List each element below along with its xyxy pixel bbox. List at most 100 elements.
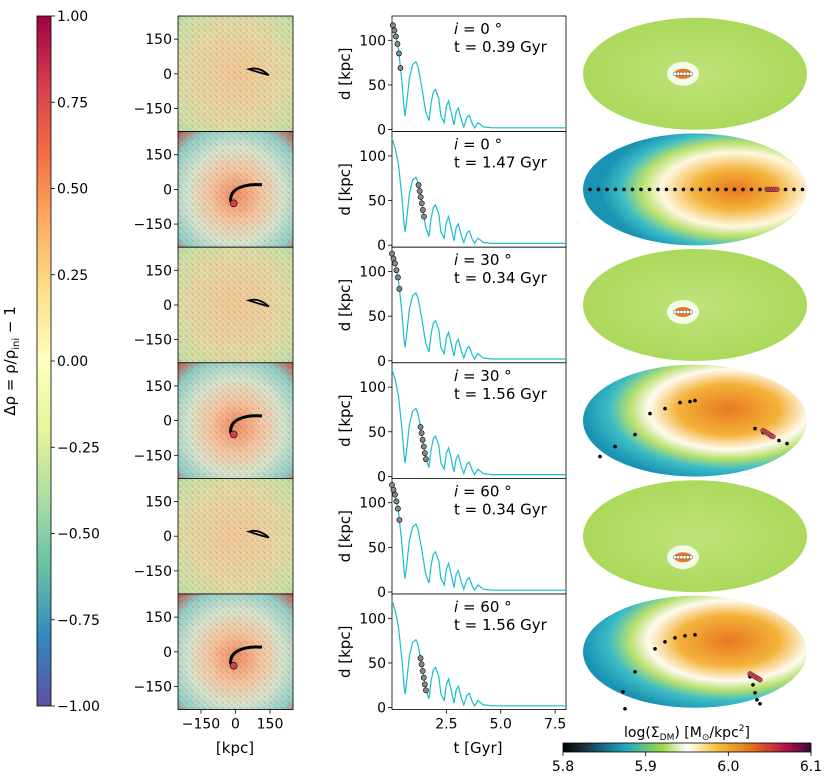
- sky-stream-point: [785, 441, 789, 446]
- inclination-symbol: i: [454, 367, 459, 385]
- orbit-y-tick-label: 50: [368, 78, 386, 94]
- inclination-value: = 30 °: [458, 367, 511, 385]
- inclination-symbol: i: [454, 482, 459, 500]
- snapshot-marker: [416, 188, 423, 194]
- orbit-y-tick-label: 0: [377, 585, 386, 601]
- orbit-panel: 100 50 0 d [kpc] i = 30 °t = 1.56 Gyr: [336, 362, 567, 485]
- snapshot-marker: [423, 456, 429, 463]
- sky-stream-point: [698, 187, 703, 192]
- orbit-y-axis-label: d [kpc]: [336, 48, 354, 100]
- map-y-tick-label: 150: [145, 379, 172, 395]
- snapshot-marker: [417, 194, 424, 200]
- snapshot-marker: [421, 213, 427, 220]
- inclination-value: = 60 °: [458, 598, 511, 616]
- density-map-panel: 150 0 −150: [134, 362, 294, 479]
- orbit-distance-line: [391, 369, 566, 476]
- sky-stream-point: [656, 187, 660, 192]
- inclination-label: i = 30 °: [454, 251, 512, 269]
- snapshot-marker: [419, 436, 426, 443]
- density-colorbar-ticks: 1.00 0.75 0.50 0.25 0.00 −0.25 −0.50 −0.75 −1.00: [51, 9, 100, 715]
- map-y-tick-label: −150: [134, 679, 172, 695]
- orbit-y-tick-label: 100: [359, 496, 386, 512]
- sky-satellite-marker: [757, 677, 763, 683]
- sky-stream-point: [639, 187, 643, 192]
- inclination-label: i = 30 °: [454, 367, 512, 385]
- orbit-y-tick-label: 0: [377, 123, 386, 139]
- density-map-panel: 150 0 −150: [134, 593, 294, 710]
- orbit-distance-line: [391, 137, 566, 245]
- snapshot-time-label: t = 0.34 Gyr: [454, 269, 548, 287]
- dm-colorbar-tick-label: 6.0: [717, 759, 739, 775]
- snapshot-marker: [419, 668, 426, 674]
- density-map-panel: 150 0 −150: [134, 246, 294, 364]
- sky-stream-point: [622, 187, 626, 192]
- dm-colorbar-tick-label: 5.9: [635, 759, 657, 775]
- orbit-y-tick-label: 50: [368, 309, 386, 325]
- snapshot-marker: [420, 443, 427, 450]
- orbit-y-tick-label: 100: [359, 265, 386, 281]
- satellite-core: [229, 199, 238, 208]
- inclination-symbol: i: [454, 136, 459, 154]
- sky-satellite-marker: [770, 433, 776, 440]
- orbit-panel-frame: [391, 131, 567, 248]
- orbit-y-tick-label: 0: [377, 701, 386, 717]
- orbit-distance-line: [391, 600, 566, 707]
- snapshot-marker: [420, 674, 427, 681]
- satellite-stream: [245, 529, 270, 539]
- sky-stream-point: [688, 71, 694, 76]
- inclination-symbol: i: [454, 251, 459, 269]
- inclination-label: i = 60 °: [454, 482, 512, 500]
- snapshot-marker: [396, 285, 403, 292]
- map-x-axis-label: [kpc]: [216, 739, 254, 757]
- orbit-y-tick-label: 50: [368, 540, 386, 556]
- sky-stream-point: [753, 691, 757, 695]
- orbit-distance-line: [391, 22, 566, 129]
- orbit-y-axis-label: d [kpc]: [336, 626, 354, 678]
- orbit-y-tick-label: 50: [368, 425, 386, 441]
- density-map-noise: [178, 16, 293, 132]
- satellite-stream: [229, 183, 263, 203]
- sky-stream-point: [648, 411, 652, 416]
- map-y-tick-label: 0: [163, 182, 172, 198]
- snapshot-marker: [395, 274, 401, 281]
- sky-stream-point: [613, 444, 617, 449]
- inclination-symbol: i: [454, 20, 459, 38]
- sky-map-background: [583, 133, 807, 246]
- sky-stream-point: [741, 187, 745, 192]
- sky-stream-point: [688, 309, 694, 315]
- sky-map-background: [583, 480, 807, 593]
- sky-stream-point: [800, 187, 805, 192]
- map-y-tick-label: −150: [134, 217, 172, 233]
- sky-stream-point: [724, 187, 728, 192]
- inclination-value: = 0 °: [458, 136, 502, 154]
- snapshot-time-label: t = 0.34 Gyr: [454, 500, 548, 518]
- sky-stream-point: [605, 187, 609, 192]
- orbit-x-tick-label: 2.5: [435, 717, 457, 733]
- sky-stream-point: [621, 690, 625, 694]
- orbit-y-tick-label: 0: [377, 354, 386, 370]
- snapshot-marker: [418, 661, 425, 668]
- density-map-noise: [178, 247, 293, 363]
- snapshot-time-label: t = 1.56 Gyr: [454, 616, 548, 634]
- density-colorbar-tick-label: −1.00: [57, 699, 100, 715]
- snapshot-marker: [397, 65, 404, 71]
- snapshot-marker: [423, 687, 429, 694]
- map-y-tick-label: 150: [145, 495, 172, 511]
- snapshot-marker: [421, 681, 428, 688]
- sky-stream-point: [633, 432, 637, 437]
- sky-stream-point: [777, 438, 781, 443]
- satellite-stream: [245, 298, 270, 308]
- inclination-label: i = 0 °: [454, 136, 502, 154]
- dm-colorbar-tick-label: 5.8: [552, 759, 574, 775]
- density-map-noise: [178, 478, 293, 594]
- sky-map-panel: [583, 595, 807, 711]
- density-colorbar: 1.00 0.75 0.50 0.25 0.00 −0.25 −0.50 −0.75 −1.00…: [1, 9, 100, 715]
- sky-stream-point: [678, 400, 682, 405]
- map-y-tick-label: 0: [163, 298, 172, 314]
- sky-stream-point: [751, 683, 755, 687]
- snapshot-marker: [389, 481, 395, 488]
- density-colorbar-tick-label: −0.75: [57, 613, 100, 629]
- orbit-panel: 100 50 0 d [kpc] i = 0 °t = 0.39 Gyr: [336, 15, 567, 139]
- density-map-column: 150 0 −150 150 0 −150 150 0 −150 150 0 −150 150 0 −150…: [134, 15, 294, 733]
